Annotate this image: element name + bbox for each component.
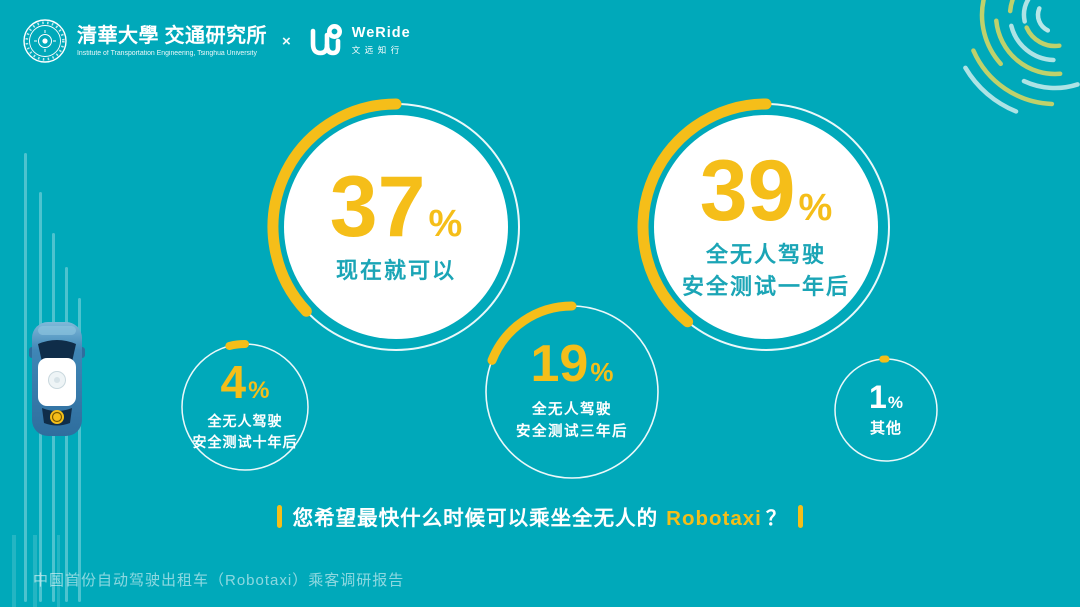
stat-value: 4% (220, 355, 270, 408)
weride-logo-icon (310, 24, 342, 56)
footer-stripe (33, 535, 37, 607)
stat-label: 现在就可以 (335, 258, 456, 284)
arc-19-percent (487, 301, 577, 365)
stat-circle-after-10-years: 4% 全无人驾驶 安全测试十年后 (174, 336, 316, 478)
stat-label: 全无人驾驶 安全测试十年后 (192, 413, 298, 451)
speed-line (24, 153, 27, 602)
header-logos: 清華大學 交通研究所 Institute of Transportation E… (22, 18, 411, 64)
caption-highlight: Robotaxi (666, 507, 762, 530)
tsinghua-name-en: Institute of Transportation Engineering,… (77, 50, 257, 57)
footer-stripe (12, 535, 16, 607)
weride-name-cn: 文远知行 (351, 44, 404, 55)
speed-line (78, 298, 81, 602)
logo-separator: × (282, 32, 291, 50)
stat-label: 全无人驾驶 安全测试一年后 (681, 242, 850, 300)
stat-value: 39% (699, 142, 833, 239)
question-caption: 您希望最快什么时候可以乘坐全无人的 Robotaxi？ (0, 501, 1080, 531)
weride-name-en: WeRide (351, 25, 411, 42)
tsinghua-lockup: 清華大學 交通研究所 Institute of Transportation E… (77, 25, 267, 57)
arc-39-percent (637, 98, 772, 328)
stat-label: 其他 (869, 419, 902, 437)
corner-arcs-decoration (948, 0, 1080, 122)
stat-circle-after-1-year: 39% 全无人驾驶 安全测试一年后 (636, 97, 896, 357)
caption-text: 您希望最快什么时候可以乘坐全无人的 Robotaxi？ (292, 507, 788, 530)
stat-circle-after-3-years: 19% 全无人驾驶 安全测试三年后 (477, 297, 667, 487)
robotaxi-car-icon (29, 322, 85, 436)
arc-37-percent (267, 98, 402, 317)
stat-circle-now: 37% 现在就可以 (266, 97, 526, 357)
tsinghua-seal-icon (23, 19, 67, 63)
arc-4-percent (225, 340, 249, 350)
stat-value: 37% (329, 158, 463, 255)
stat-label: 全无人驾驶 安全测试三年后 (516, 401, 628, 441)
weride-lockup: WeRide 文远知行 (306, 22, 411, 60)
stat-circle-other: 1% 其他 (829, 353, 943, 467)
footer-stripe (57, 535, 60, 607)
tsinghua-name-cn: 清華大學 交通研究所 (77, 25, 267, 47)
stat-value: 1% (869, 379, 903, 416)
report-footer: 中国首份自动驾驶出租车（Robotaxi）乘客调研报告 (33, 572, 405, 589)
caption-left-bar (276, 504, 282, 528)
stat-value: 19% (530, 335, 614, 394)
weride-text: WeRide 文远知行 (352, 26, 411, 56)
caption-right-bar (798, 504, 804, 528)
